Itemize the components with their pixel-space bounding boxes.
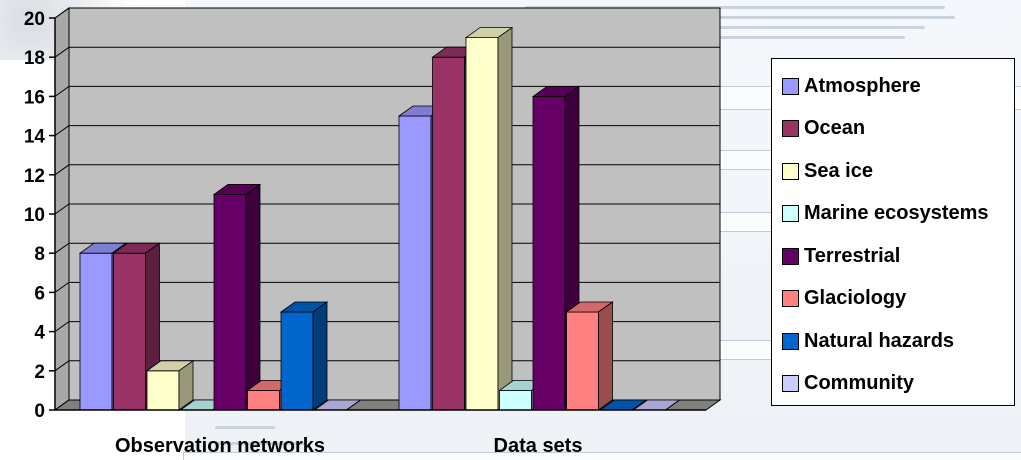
bar-side <box>312 301 328 411</box>
y-axis: 0 2 4 6 8 10 12 14 16 18 20 <box>24 9 56 422</box>
bar-front <box>465 37 499 411</box>
legend-item: Glaciology <box>782 278 1014 321</box>
legend-label: Sea ice <box>804 159 873 182</box>
y-tick-label: 4 <box>34 323 45 344</box>
bar-side <box>598 301 613 411</box>
legend-item: Sea ice <box>782 150 1014 193</box>
bar-front <box>113 252 146 411</box>
legend-label: Ocean <box>804 117 866 140</box>
bar-side <box>497 26 513 411</box>
bar-side <box>631 399 647 411</box>
bar-front <box>146 370 180 411</box>
legend-swatch <box>782 205 799 223</box>
legend-swatch <box>782 247 799 265</box>
legend-swatch <box>782 290 799 308</box>
legend-label: Atmosphere <box>804 74 921 97</box>
bar <box>112 242 161 411</box>
bar-front <box>247 389 280 411</box>
legend-label: Glaciology <box>804 287 907 310</box>
legend: Atmosphere Ocean Sea ice Marine ecosystems T… <box>771 58 1015 406</box>
bar-side <box>665 399 680 411</box>
x-axis: Observation networks Data sets <box>55 409 706 457</box>
bar <box>279 301 329 411</box>
bars-group <box>78 26 681 411</box>
legend-label: Community <box>804 372 914 395</box>
bar-front <box>566 311 599 411</box>
bar-front <box>79 252 113 411</box>
legend-label: Natural hazards <box>804 329 955 352</box>
y-tick-label: 10 <box>24 205 45 226</box>
bar <box>212 183 262 411</box>
y-tick-label: 8 <box>34 244 45 265</box>
y-tick-label: 18 <box>24 48 45 69</box>
legend-item: Natural hazards <box>782 320 1014 363</box>
legend-item: Community <box>782 363 1014 406</box>
y-tick-label: 6 <box>34 283 45 304</box>
y-tick-label: 14 <box>24 127 46 148</box>
bar-front <box>432 56 465 411</box>
legend-swatch <box>782 162 799 180</box>
x-category-label: Observation networks <box>115 435 325 457</box>
legend-swatch <box>782 120 799 138</box>
y-tick-label: 0 <box>34 401 45 422</box>
legend-label: Marine ecosystems <box>804 202 989 225</box>
legend-swatch <box>782 77 799 95</box>
bar-side <box>245 183 261 411</box>
legend-item: Ocean <box>782 108 1014 151</box>
bar-side <box>346 399 361 411</box>
legend-item: Terrestrial <box>782 235 1014 278</box>
x-category-label: Data sets <box>494 435 583 457</box>
y-tick-label: 2 <box>34 362 45 383</box>
bar <box>145 360 195 411</box>
legend-item: Atmosphere <box>782 65 1014 108</box>
bar <box>464 26 514 411</box>
legend-label: Terrestrial <box>804 244 901 267</box>
bar-side <box>178 360 194 411</box>
gridline <box>54 7 720 19</box>
bar <box>565 301 614 411</box>
bar-front <box>213 193 247 411</box>
y-tick-label: 12 <box>24 166 45 187</box>
bar-front <box>532 96 566 411</box>
legend-item: Marine ecosystems <box>782 193 1014 236</box>
bar-front <box>398 115 432 411</box>
y-tick-label: 16 <box>24 87 45 108</box>
y-tick-label: 20 <box>24 9 45 30</box>
bar-front <box>280 311 314 411</box>
legend-swatch <box>782 375 799 393</box>
legend-swatch <box>782 332 799 350</box>
bar-front <box>499 389 532 411</box>
